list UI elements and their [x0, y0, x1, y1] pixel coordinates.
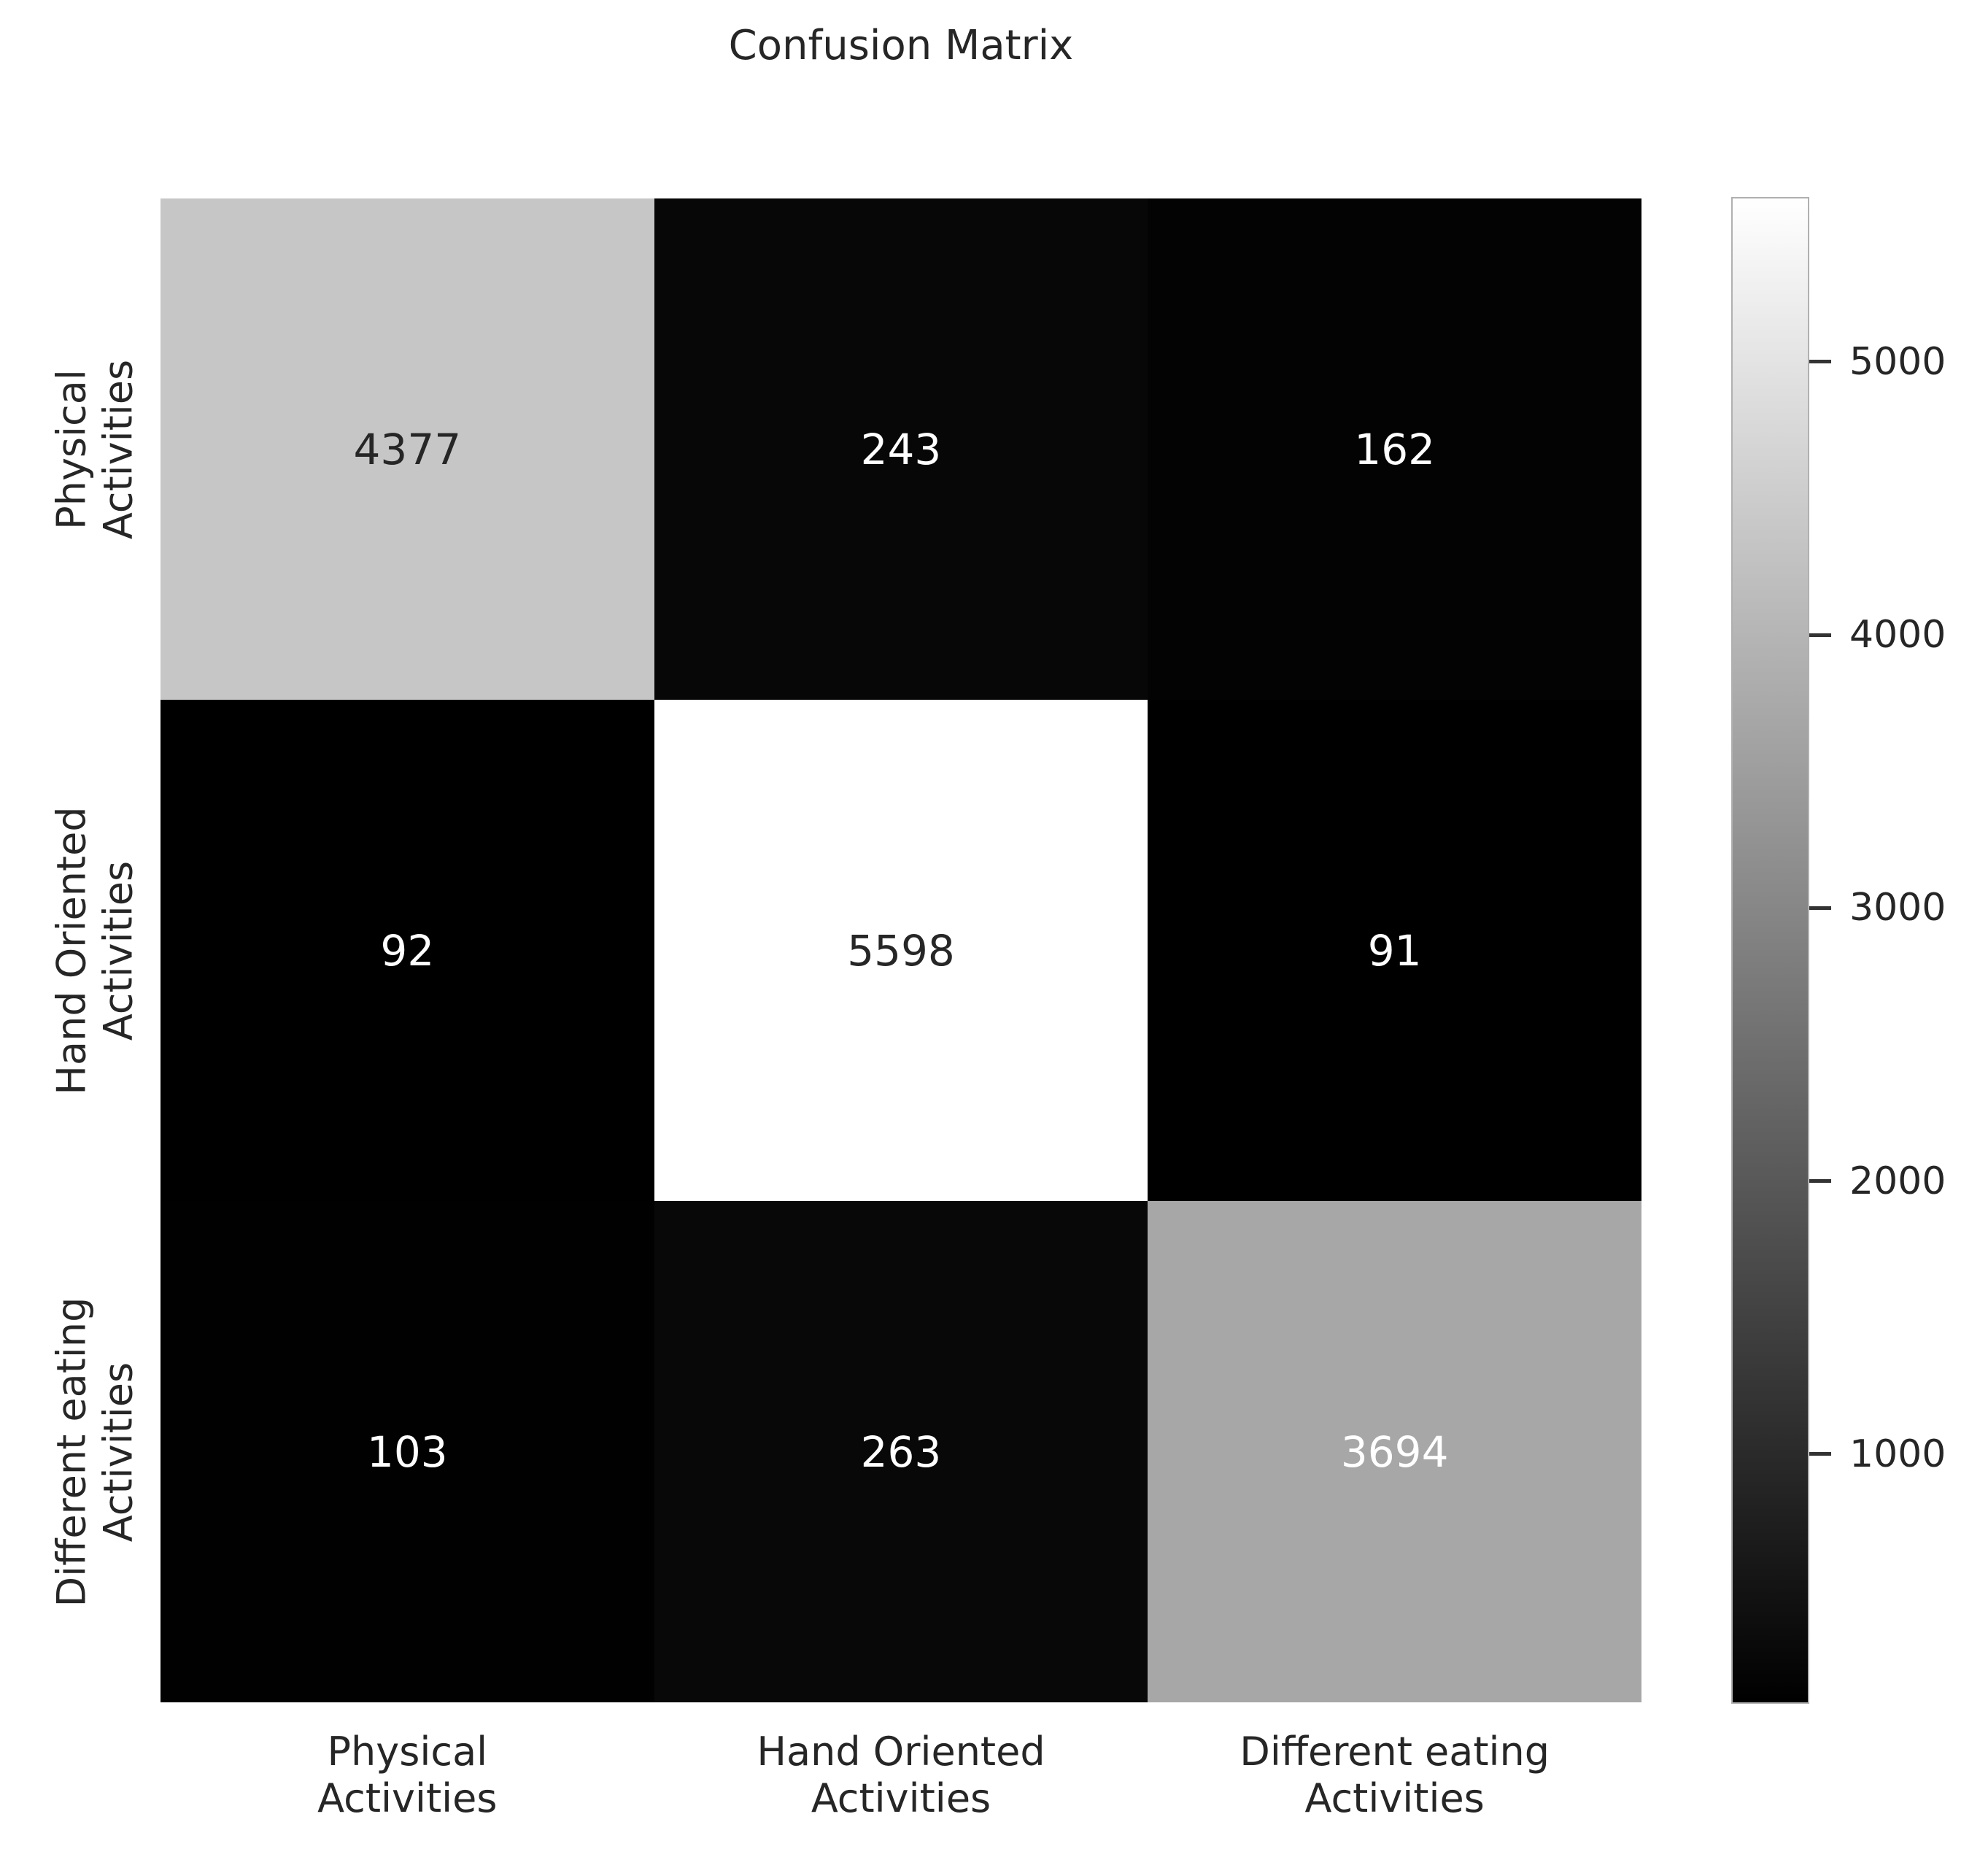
cell-value: 5598 — [847, 925, 955, 976]
y-tick-label-2: Different eating Activities — [48, 1297, 141, 1607]
colorbar-tick-label: 5000 — [1849, 339, 1946, 384]
colorbar-tick-label: 3000 — [1849, 886, 1946, 930]
colorbar-tick-label: 1000 — [1849, 1432, 1946, 1476]
colorbar — [1731, 197, 1809, 1704]
cell-value: 91 — [1367, 925, 1422, 976]
cell-value: 92 — [380, 925, 435, 976]
y-tick-label-1: Hand Oriented Activities — [48, 806, 141, 1095]
cell-value: 103 — [366, 1427, 448, 1477]
colorbar-tick-label: 4000 — [1849, 613, 1946, 657]
colorbar-tick-mark — [1809, 1179, 1831, 1184]
heatmap-cell-r2c1: 263 — [654, 1201, 1148, 1702]
colorbar-tick-mark — [1809, 360, 1831, 364]
heatmap-cell-r1c2: 91 — [1148, 700, 1641, 1201]
cell-value: 3694 — [1340, 1427, 1449, 1477]
heatmap: 4377 243 162 92 5598 91 103 263 3694 — [161, 198, 1641, 1702]
heatmap-cell-r1c0: 92 — [161, 700, 654, 1201]
colorbar-tick-mark — [1809, 633, 1831, 637]
heatmap-cell-r1c1: 5598 — [654, 700, 1148, 1201]
heatmap-cell-r2c0: 103 — [161, 1201, 654, 1702]
heatmap-cell-r0c1: 243 — [654, 198, 1148, 700]
x-tick-label-0: Physical Activities — [317, 1729, 498, 1821]
cell-value: 4377 — [353, 424, 462, 474]
chart-title: Confusion Matrix — [728, 22, 1074, 69]
cell-value: 243 — [860, 424, 942, 474]
heatmap-cell-r0c0: 4377 — [161, 198, 654, 700]
colorbar-tick-label: 2000 — [1849, 1159, 1946, 1203]
x-tick-label-2: Different eating Activities — [1240, 1729, 1550, 1821]
colorbar-tick-mark — [1809, 906, 1831, 910]
y-tick-label-0: Physical Activities — [48, 359, 141, 539]
heatmap-cell-r0c2: 162 — [1148, 198, 1641, 700]
cell-value: 162 — [1354, 424, 1436, 474]
colorbar-tick-mark — [1809, 1452, 1831, 1456]
heatmap-cell-r2c2: 3694 — [1148, 1201, 1641, 1702]
cell-value: 263 — [860, 1427, 942, 1477]
x-tick-label-1: Hand Oriented Activities — [757, 1729, 1045, 1821]
